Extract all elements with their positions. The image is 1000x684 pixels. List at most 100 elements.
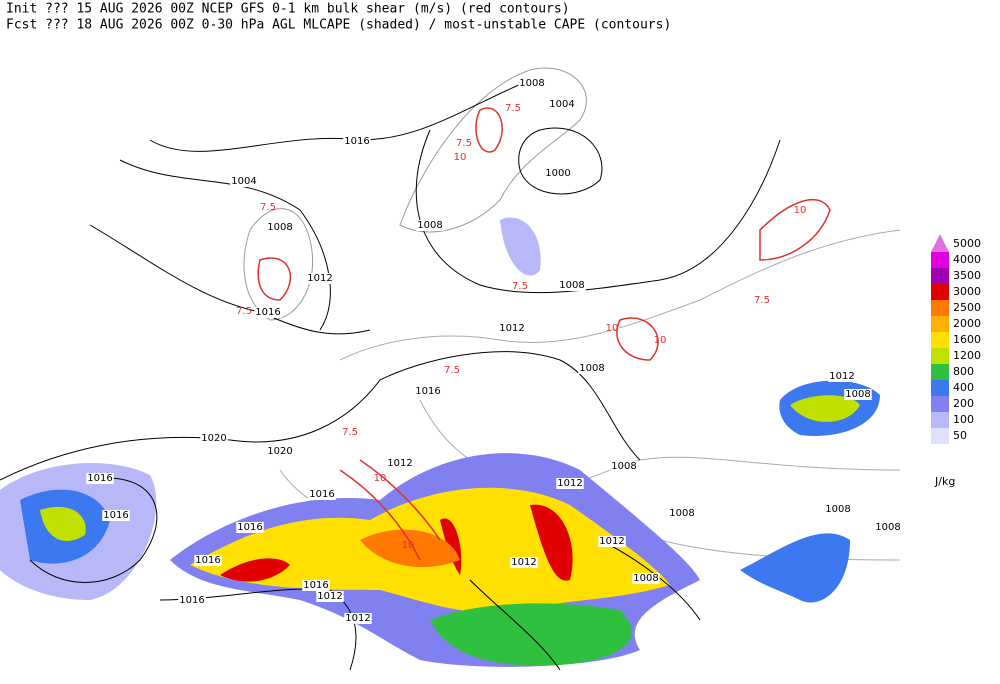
- shear-label: 7.5: [260, 202, 276, 213]
- isobar-label: 1008: [669, 508, 694, 519]
- isobar-label-bg: [668, 508, 696, 519]
- isobar-label: 1016: [255, 307, 280, 318]
- isobar-label: 1012: [317, 591, 342, 602]
- shear-label: 7.5: [444, 365, 460, 376]
- shear-contour: [257, 257, 291, 301]
- shear-label: 7.5: [754, 295, 770, 306]
- isobar-label-bg: [306, 273, 334, 284]
- isobar-label: 1000: [545, 168, 570, 179]
- shear-contour: [759, 199, 831, 261]
- isobar-label: 1008: [825, 504, 850, 515]
- isobar-label-bg: [194, 555, 222, 566]
- isobar-label: 1016: [103, 510, 128, 521]
- legend-label: 2500: [953, 301, 981, 314]
- isobar: [89, 224, 371, 335]
- shear-contour: [475, 107, 503, 153]
- isobar-label-bg: [102, 510, 130, 521]
- isobar-label: 1020: [267, 446, 292, 457]
- isobar-label: 1008: [417, 220, 442, 231]
- legend-label: 50: [953, 429, 967, 442]
- cape-area: [790, 395, 860, 422]
- isobar: [0, 351, 641, 481]
- shear-label: 7.5: [505, 103, 521, 114]
- isobar-label-bg: [266, 222, 294, 233]
- isobar-label-bg: [518, 78, 546, 89]
- isobar: [119, 159, 331, 331]
- shear-label: 10: [606, 323, 619, 334]
- legend-label: 3000: [953, 285, 981, 298]
- isobar: [149, 79, 531, 152]
- isobar-label: 1012: [307, 273, 332, 284]
- isobar-label-bg: [828, 371, 856, 382]
- isobar-label-bg: [386, 458, 414, 469]
- legend-label: 800: [953, 365, 974, 378]
- cape-area: [40, 506, 86, 542]
- isobar-label-bg: [302, 580, 330, 591]
- coastline: [399, 67, 587, 233]
- legend-label: 2000: [953, 317, 981, 330]
- isobar-label: 1016: [303, 580, 328, 591]
- isobar-label-bg: [544, 168, 572, 179]
- isobar-label: 1016: [344, 136, 369, 147]
- isobar: [29, 477, 158, 583]
- shear-label: 10: [454, 152, 467, 163]
- legend: 5000 4000 3500 3000 2500 2000 1600 1200 800 400 20…: [931, 234, 981, 488]
- shear-label: 7.5: [236, 306, 252, 317]
- shear-label: 7.5: [456, 138, 472, 149]
- isobar-label-bg: [200, 433, 228, 444]
- legend-label: 200: [953, 397, 974, 410]
- border: [279, 229, 901, 561]
- shear-contour: [339, 459, 441, 561]
- legend-swatch: [931, 364, 949, 380]
- isobar-label: 1012: [829, 371, 854, 382]
- isobar-label-bg: [230, 176, 258, 187]
- legend-label: 1200: [953, 349, 981, 362]
- isobar-label: 1016: [309, 489, 334, 500]
- shear-label: 10: [374, 473, 387, 484]
- isobar: [518, 127, 603, 195]
- isobar-label-bg: [344, 613, 372, 624]
- isobar-label: 1008: [519, 78, 544, 89]
- shear-label: 7.5: [342, 427, 358, 438]
- isobar-label: 1020: [201, 433, 226, 444]
- isobar-label-bg: [598, 536, 626, 547]
- header-line: Init ??? 15 AUG 2026 00Z NCEP GFS 0-1 km…: [6, 2, 570, 17]
- isobar-label: 1008: [845, 389, 870, 400]
- isobar-label-bg: [236, 522, 264, 533]
- shear-contours: [257, 107, 831, 561]
- isobar-label: 1008: [579, 363, 604, 374]
- legend-label: 5000: [953, 237, 981, 250]
- isobar-label: 1016: [87, 473, 112, 484]
- legend-swatch: [931, 332, 949, 348]
- legend-swatch: [931, 234, 949, 252]
- coastline: [243, 208, 314, 321]
- map-area: [0, 67, 901, 671]
- shear-contour: [616, 317, 659, 361]
- contour-labels: 1008 1004 1016 1004 1000 1008 1008 1012 1008 1016…: [86, 78, 902, 624]
- isobar-label-bg: [316, 591, 344, 602]
- cape-area: [740, 533, 850, 603]
- isobar: [415, 129, 781, 294]
- isobar-label-bg: [510, 557, 538, 568]
- isobar-label: 1016: [195, 555, 220, 566]
- isobar-label-bg: [86, 473, 114, 484]
- legend-swatch: [931, 300, 949, 316]
- isobar-label: 1012: [387, 458, 412, 469]
- isobar-label-bg: [578, 363, 606, 374]
- isobar-label-bg: [556, 478, 584, 489]
- legend-swatch: [931, 252, 949, 268]
- legend-label: 1600: [953, 333, 981, 346]
- shear-label: 10: [654, 335, 667, 346]
- isobar-label-bg: [610, 461, 638, 472]
- legend-label: 400: [953, 381, 974, 394]
- legend-swatch: [931, 412, 949, 428]
- isobar-label: 1004: [549, 99, 574, 110]
- legend-swatch: [931, 380, 949, 396]
- header-line: Fcst ??? 18 AUG 2026 00Z 0-30 hPa AGL ML…: [6, 18, 671, 33]
- cape-area: [360, 529, 460, 568]
- legend-swatch: [931, 268, 949, 284]
- cape-area: [500, 217, 541, 276]
- isobar-label-bg: [874, 522, 902, 533]
- isobar-label: 1012: [599, 536, 624, 547]
- isobar-label: 1008: [633, 573, 658, 584]
